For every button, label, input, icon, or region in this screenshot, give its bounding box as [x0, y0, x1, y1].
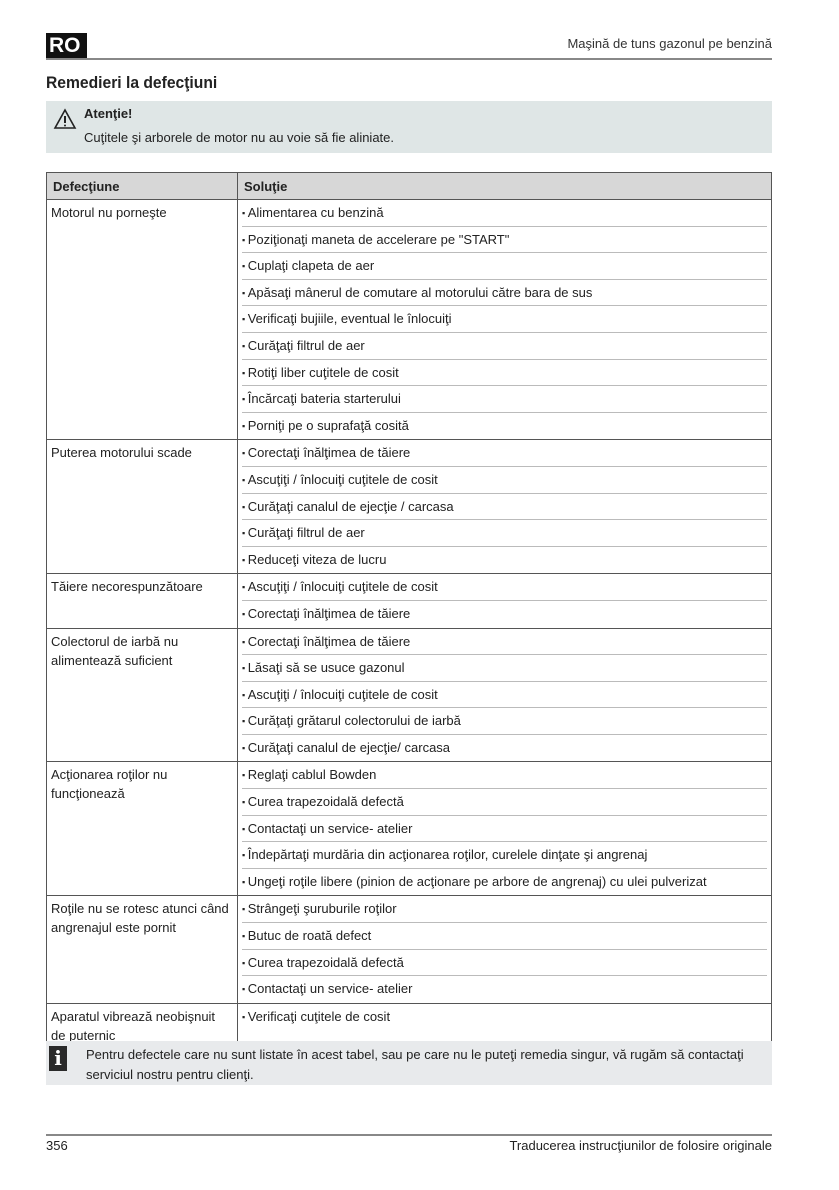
- solution-item: Lăsaţi să se usuce gazonul: [242, 655, 767, 682]
- solution-item: Curăţaţi canalul de ejecţie/ carcasa: [242, 735, 767, 762]
- fault-cell: Acţionarea roţilor nu funcţionează: [46, 761, 238, 897]
- fault-cell: Tăiere necorespunzătoare: [46, 573, 238, 629]
- warning-box: Atenţie! Cuţitele şi arborele de motor n…: [46, 101, 772, 153]
- language-badge: RO: [46, 33, 87, 58]
- solution-cell: Reglaţi cablul BowdenCurea trapezoidală …: [237, 761, 772, 897]
- footer-divider: [46, 1134, 772, 1136]
- table-row: Roţile nu se rotesc atunci când angrenaj…: [46, 895, 772, 1004]
- column-header-fault: Defecţiune: [46, 172, 238, 200]
- solution-item: Alimentarea cu benzină: [242, 200, 767, 227]
- solution-item: Corectaţi înălţimea de tăiere: [242, 601, 767, 628]
- solution-cell: Corectaţi înălţimea de tăiereLăsaţi să s…: [237, 627, 772, 763]
- solution-cell: Strângeţi şuruburile roţilorButuc de roa…: [237, 895, 772, 1004]
- page-number: 356: [46, 1138, 68, 1153]
- solution-cell: Alimentarea cu benzinăPoziţionaţi maneta…: [237, 198, 772, 441]
- solution-item: Îndepărtaţi murdăria din acţionarea roţi…: [242, 842, 767, 869]
- solution-item: Corectaţi înălţimea de tăiere: [242, 440, 767, 467]
- solution-item: Verificaţi bujiile, eventual le înlocuiţ…: [242, 306, 767, 333]
- warning-triangle-icon: [53, 108, 77, 129]
- footer-text: Traducerea instrucţiunilor de folosire o…: [509, 1138, 772, 1153]
- solution-item: Cuplaţi clapeta de aer: [242, 253, 767, 280]
- solution-item: Contactaţi un service- atelier: [242, 816, 767, 843]
- solution-cell: Corectaţi înălţimea de tăiereAscuţiţi / …: [237, 439, 772, 575]
- table-row: Puterea motorului scadeCorectaţi înălţim…: [46, 439, 772, 575]
- warning-title: Atenţie!: [84, 106, 133, 121]
- solution-item: Ascuţiţi / înlocuiţi cuţitele de cosit: [242, 467, 767, 494]
- solution-item: Curea trapezoidală defectă: [242, 950, 767, 977]
- column-header-solution: Soluţie: [237, 172, 772, 200]
- table-row: Tăiere necorespunzătoareAscuţiţi / înloc…: [46, 573, 772, 629]
- fault-cell: Motorul nu porneşte: [46, 198, 238, 441]
- solution-item: Curăţaţi canalul de ejecţie / carcasa: [242, 494, 767, 521]
- table-row: Acţionarea roţilor nu funcţioneazăReglaţ…: [46, 761, 772, 897]
- solution-item: Contactaţi un service- atelier: [242, 976, 767, 1003]
- section-title: Remedieri la defecţiuni: [46, 73, 218, 92]
- solution-item: Ascuţiţi / înlocuiţi cuţitele de cosit: [242, 682, 767, 709]
- document-title: Maşină de tuns gazonul pe benzină: [567, 36, 772, 51]
- warning-text: Cuţitele şi arborele de motor nu au voie…: [84, 130, 395, 145]
- solution-cell: Ascuţiţi / înlocuiţi cuţitele de cositCo…: [237, 573, 772, 629]
- solution-item: Curăţaţi filtrul de aer: [242, 333, 767, 360]
- info-text: Pentru defectele care nu sunt listate în…: [86, 1047, 744, 1082]
- solution-item: Verificaţi cuţitele de cosit: [242, 1004, 767, 1031]
- solution-item: Curăţaţi filtrul de aer: [242, 520, 767, 547]
- solution-item: Poziţionaţi maneta de accelerare pe "STA…: [242, 227, 767, 254]
- table-row: Colectorul de iarbă nu alimentează sufic…: [46, 627, 772, 763]
- troubleshooting-table: Defecţiune Soluţie Motorul nu porneşteAl…: [46, 172, 772, 1049]
- header-divider: [46, 58, 772, 60]
- solution-item: Încărcaţi bateria starterului: [242, 386, 767, 413]
- solution-item: Reglaţi cablul Bowden: [242, 762, 767, 790]
- table-row: Motorul nu porneşteAlimentarea cu benzin…: [46, 198, 772, 441]
- fault-cell: Colectorul de iarbă nu alimentează sufic…: [46, 627, 238, 763]
- solution-item: Curăţaţi grătarul colectorului de iarbă: [242, 708, 767, 735]
- solution-item: Ungeţi roţile libere (pinion de acţionar…: [242, 869, 767, 896]
- solution-item: Rotiţi liber cuţitele de cosit: [242, 360, 767, 387]
- solution-item: Ascuţiţi / înlocuiţi cuţitele de cosit: [242, 574, 767, 601]
- solution-item: Apăsaţi mânerul de comutare al motorului…: [242, 280, 767, 307]
- solution-item: Curea trapezoidală defectă: [242, 789, 767, 816]
- fault-cell: Puterea motorului scade: [46, 439, 238, 575]
- solution-item: Butuc de roată defect: [242, 923, 767, 950]
- solution-item: Reduceţi viteza de lucru: [242, 547, 767, 574]
- solution-item: Strângeţi şuruburile roţilor: [242, 896, 767, 924]
- solution-item: Porniţi pe o suprafaţă cosită: [242, 413, 767, 440]
- info-box: i Pentru defectele care nu sunt listate …: [46, 1041, 772, 1085]
- solution-item: Corectaţi înălţimea de tăiere: [242, 629, 767, 656]
- info-icon: i: [49, 1046, 67, 1071]
- fault-cell: Roţile nu se rotesc atunci când angrenaj…: [46, 895, 238, 1004]
